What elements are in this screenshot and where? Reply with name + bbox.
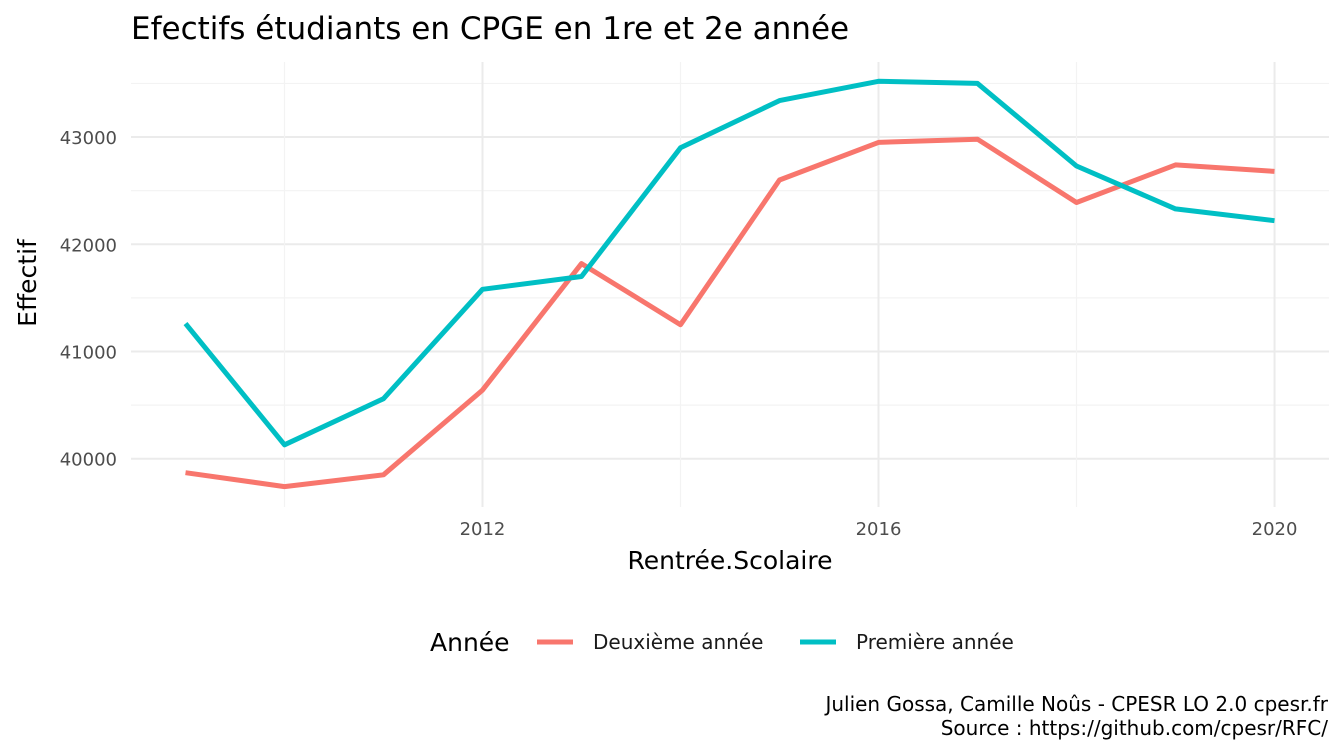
series-lines [183,78,1275,490]
y-tick-label: 41000 [60,343,117,364]
series-line-deuxi-me-ann-e [185,136,1275,490]
caption: Julien Gossa, Camille Noûs - CPESR LO 2.… [823,692,1328,740]
grid [131,62,1329,507]
legend-label: Première année [856,630,1014,654]
x-axis-tick-labels: 2012 2016 2020 [460,519,1298,540]
x-tick-label: 2016 [856,519,902,540]
y-tick-label: 42000 [60,235,117,256]
caption-line: Source : https://github.com/cpesr/RFC/ [941,716,1329,740]
caption-line: Julien Gossa, Camille Noûs - CPESR LO 2.… [823,692,1328,716]
y-tick-label: 43000 [60,128,117,149]
legend: Année Deuxième année Première année [430,628,1014,657]
y-axis-tick-labels: 40000 41000 42000 43000 [60,128,117,471]
series-line-premi-re-ann-e [183,78,1275,448]
legend-label: Deuxième année [593,630,763,654]
x-tick-label: 2020 [1252,519,1298,540]
chart-title: Efectifs étudiants en CPGE en 1re et 2e … [131,11,849,47]
x-tick-label: 2012 [460,519,506,540]
x-axis-title: Rentrée.Scolaire [628,546,833,575]
legend-title: Année [430,628,510,657]
y-axis-title: Effectif [13,238,42,327]
y-tick-label: 40000 [60,450,117,471]
